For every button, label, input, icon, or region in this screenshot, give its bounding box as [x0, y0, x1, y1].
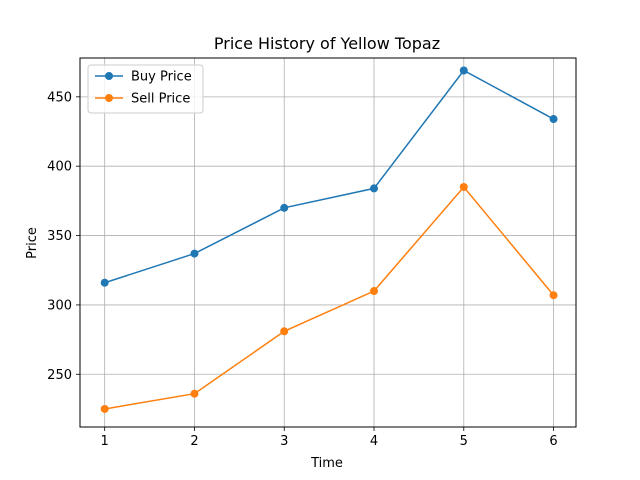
sell-price-point: [549, 291, 558, 300]
buy-price-point: [280, 203, 289, 212]
y-tick-label: 400: [47, 160, 72, 175]
plot-frame: [79, 57, 577, 428]
buy-price-point: [549, 115, 558, 124]
buy-price-line: [104, 69, 554, 284]
sell-price-line: [104, 185, 555, 410]
axis-ticks: 1 2 3 4 5 6 250 300 350 400 450: [47, 90, 558, 449]
y-tick-label: 450: [47, 90, 72, 105]
x-tick-label: 3: [280, 434, 288, 449]
chart-title: Price History of Yellow Topaz: [214, 34, 440, 53]
buy-price-point: [459, 66, 468, 75]
plot-series: [100, 66, 558, 413]
legend-buy-price-label: Buy Price: [131, 70, 192, 85]
x-tick-label: 4: [370, 434, 378, 449]
legend-buy-price-marker: [105, 72, 113, 80]
buy-price-point: [100, 278, 109, 287]
y-axis-label: Price: [25, 227, 40, 259]
sell-price-point: [190, 389, 199, 398]
sell-price-point: [280, 327, 289, 336]
x-tick-label: 6: [549, 434, 557, 449]
x-tick-label: 2: [190, 434, 198, 449]
legend: Buy Price Sell Price: [87, 64, 204, 114]
y-tick-label: 300: [47, 298, 72, 313]
x-axis-label: Time: [310, 456, 343, 471]
sell-price-point: [100, 404, 109, 413]
legend-box: [87, 64, 204, 114]
buy-price-point: [370, 184, 379, 193]
y-tick-label: 350: [47, 229, 72, 244]
legend-sell-price-marker: [105, 94, 113, 102]
x-tick-label: 5: [460, 434, 468, 449]
legend-sell-price-label: Sell Price: [131, 92, 190, 107]
buy-price-point: [190, 249, 199, 258]
y-tick-label: 250: [47, 368, 72, 383]
x-tick-label: 1: [101, 434, 109, 449]
sell-price-point: [459, 183, 468, 192]
sell-price-point: [370, 287, 379, 296]
